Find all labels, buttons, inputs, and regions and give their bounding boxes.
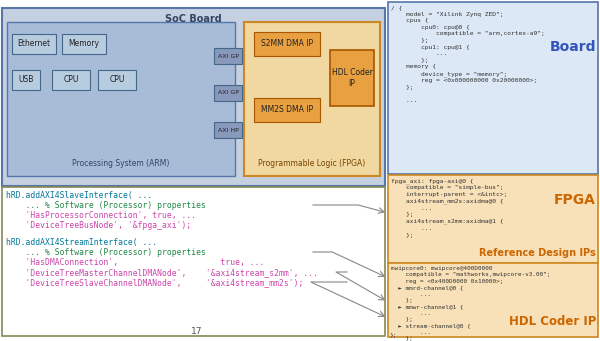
Text: fpga_axi: fpga-axi@0 {
    compatible = "simple-bus";
    interrupt-parent = <&i: fpga_axi: fpga-axi@0 { compatible = "sim… [391, 178, 507, 238]
Bar [330, 50, 374, 106]
Bar [52, 70, 90, 90]
Bar [254, 32, 320, 56]
Text: AXI HP: AXI HP [218, 128, 238, 133]
Text: mwipcore0: mwipcore@400D0000
    compatible = "mathworks,mwipcore-v3.00";
    re: mwipcore0: mwipcore@400D0000 compatible … [391, 266, 551, 341]
Text: 'DeviceTreeSlaveChannelDMANode',     '&axi4stream_mm2s');: 'DeviceTreeSlaveChannelDMANode', '&axi4s… [6, 278, 304, 287]
Text: hRD.addAXI4SlaveInterface( ...: hRD.addAXI4SlaveInterface( ... [6, 191, 152, 200]
Text: CPU: CPU [109, 75, 125, 85]
Bar [388, 2, 598, 174]
Bar [214, 48, 242, 64]
Text: hRD.addAXI4StreamInterface( ...: hRD.addAXI4StreamInterface( ... [6, 238, 157, 247]
Bar [388, 175, 598, 263]
Bar [12, 70, 40, 90]
Text: 'HasProcessorConnection', true, ...: 'HasProcessorConnection', true, ... [6, 211, 196, 220]
Text: Memory: Memory [68, 40, 100, 48]
Text: };: }; [389, 333, 397, 338]
Bar [2, 187, 385, 336]
Bar [254, 98, 320, 122]
Text: FPGA: FPGA [554, 193, 596, 207]
Text: HDL Coder
IP: HDL Coder IP [332, 68, 373, 88]
Text: CPU: CPU [64, 75, 79, 85]
Text: MM2S DMA IP: MM2S DMA IP [261, 105, 313, 115]
Text: ... % Software (Processor) properties: ... % Software (Processor) properties [6, 201, 206, 210]
Text: HDL Coder IP: HDL Coder IP [509, 315, 596, 328]
Bar [7, 22, 235, 176]
Text: USB: USB [19, 75, 34, 85]
Bar [2, 8, 385, 186]
Text: Reference Design IPs: Reference Design IPs [479, 248, 596, 258]
Bar [62, 34, 106, 54]
Bar [244, 22, 380, 176]
Bar [98, 70, 136, 90]
Text: Board: Board [550, 40, 596, 54]
Bar [12, 34, 56, 54]
Text: AXI GP: AXI GP [218, 90, 238, 95]
Text: AXI GP: AXI GP [218, 54, 238, 59]
Text: Ethernet: Ethernet [17, 40, 50, 48]
Text: 'HasDMAConnection',                     true, ...: 'HasDMAConnection', true, ... [6, 258, 265, 267]
Text: 17: 17 [191, 327, 203, 336]
Bar [214, 122, 242, 138]
Text: ... % Software (Processor) properties: ... % Software (Processor) properties [6, 248, 206, 257]
Text: SoC Board: SoC Board [164, 14, 221, 24]
Bar [388, 263, 598, 337]
Text: / {
    model = "Xilink Zynq ZED";
    cpus {
        cpu0: cpu@0 {
            : / { model = "Xilink Zynq ZED"; cpus { cp… [391, 5, 545, 103]
Text: 'DeviceTreeBusNode', '&fpga_axi');: 'DeviceTreeBusNode', '&fpga_axi'); [6, 221, 191, 230]
Text: Processing System (ARM): Processing System (ARM) [73, 159, 170, 168]
Text: S2MM DMA IP: S2MM DMA IP [261, 40, 313, 48]
Text: Programmable Logic (FPGA): Programmable Logic (FPGA) [259, 159, 365, 168]
Text: 'DeviceTreeMasterChannelDMANode',    '&axi4stream_s2mm', ...: 'DeviceTreeMasterChannelDMANode', '&axi4… [6, 268, 318, 277]
Bar [214, 85, 242, 101]
